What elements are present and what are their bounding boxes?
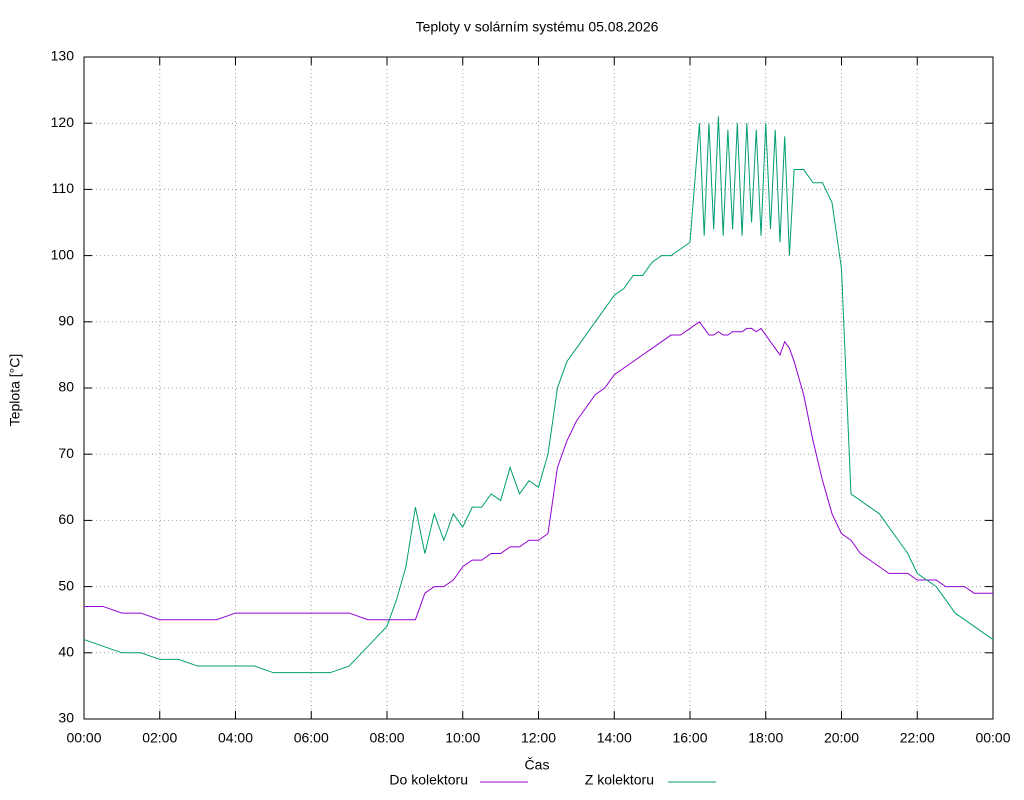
y-axis-label: Teplota [°C] [7, 354, 23, 427]
y-tick-label: 120 [51, 114, 75, 130]
y-tick-label: 40 [58, 644, 74, 660]
x-tick-label: 22:00 [900, 730, 935, 746]
y-tick-label: 50 [58, 577, 74, 593]
x-tick-label: 18:00 [748, 730, 783, 746]
legend-label: Z kolektoru [585, 772, 654, 788]
data-line [83, 116, 994, 674]
y-tick-label: 130 [51, 48, 75, 64]
x-tick-label: 00:00 [66, 730, 101, 746]
y-tick-label: 70 [58, 445, 74, 461]
data-line [84, 321, 993, 621]
plot-frame [83, 56, 994, 720]
x-tick-label: 02:00 [142, 730, 177, 746]
x-axis-label: Čas [525, 757, 550, 773]
x-tick-label: 04:00 [218, 730, 253, 746]
x-tick-label: 10:00 [445, 730, 480, 746]
y-tick-label: 80 [58, 379, 74, 395]
x-tick-label: 14:00 [597, 730, 632, 746]
x-tick-label: 12:00 [521, 730, 556, 746]
chart-title: Teploty v solárním systému 05.08.2026 [416, 19, 659, 35]
x-tick-label: 08:00 [369, 730, 404, 746]
y-tick-label: 100 [51, 246, 75, 262]
y-tick-label: 60 [58, 511, 74, 527]
y-tick-label: 30 [58, 710, 74, 726]
x-tick-label: 16:00 [672, 730, 707, 746]
y-tick-label: 90 [58, 313, 74, 329]
y-tick-label: 110 [52, 180, 75, 196]
x-tick-label: 20:00 [824, 730, 859, 746]
x-tick-label: 00:00 [975, 730, 1010, 746]
legend-label: Do kolektoru [389, 772, 468, 788]
x-tick-label: 06:00 [294, 730, 329, 746]
